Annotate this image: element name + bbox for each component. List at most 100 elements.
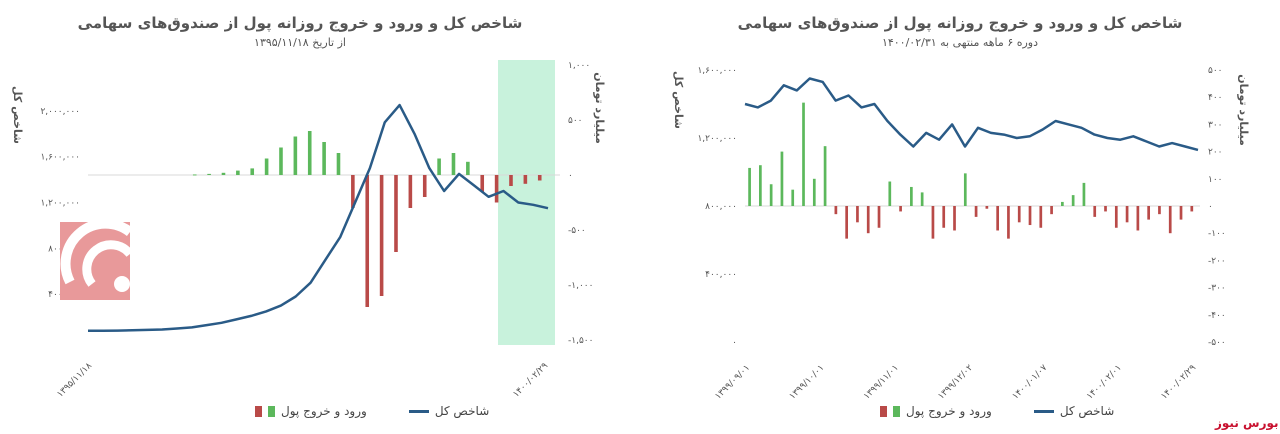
flow-bar xyxy=(422,175,427,197)
x-tick-label: ۱۴۰۰/۰۱/۰۷ xyxy=(1011,363,1050,402)
chart-title: شاخص کل و ورود و خروج روزانه پول از صندو… xyxy=(77,14,523,32)
flow-bar xyxy=(920,192,924,206)
flow-bar xyxy=(379,175,384,296)
index-line xyxy=(88,103,549,333)
legend-outflow-swatch xyxy=(880,405,887,417)
y2-tick-label: ۰ xyxy=(1208,202,1213,212)
flow-bar xyxy=(812,178,816,206)
flow-bar xyxy=(996,206,1000,231)
y2-tick-label: ۴۰۰ xyxy=(1208,93,1223,103)
y2-tick-label: -۱,۰۰۰ xyxy=(568,281,593,291)
y-tick-label: ۰ xyxy=(732,338,737,348)
flow-bar xyxy=(899,206,902,212)
flow-bar xyxy=(250,168,255,175)
y2-tick-label: ۰ xyxy=(568,171,573,181)
legend-inflow-swatch xyxy=(893,405,900,417)
flow-bar xyxy=(888,181,892,206)
y-tick-label: ۱,۲۰۰,۰۰۰ xyxy=(40,199,80,209)
flow-bar xyxy=(322,142,326,175)
y-tick-label: ۱,۲۰۰,۰۰۰ xyxy=(697,134,737,144)
flow-bar xyxy=(769,184,773,206)
flow-bar xyxy=(1082,182,1086,206)
y2-tick-label: -۴۰۰ xyxy=(1208,311,1226,321)
flow-bar xyxy=(877,206,881,228)
y2-tick-label: ۳۰۰ xyxy=(1208,120,1223,130)
flow-bar xyxy=(791,189,795,206)
chart-right: شاخص کل و ورود و خروج روزانه پول از صندو… xyxy=(640,0,1280,434)
flow-bar xyxy=(307,131,312,175)
y2-tick-label: -۲۰۰ xyxy=(1208,256,1226,266)
chart-left-plot: ۴۰۰,۰۰۰۸۰۰,۰۰۰۱,۲۰۰,۰۰۰۱,۶۰۰,۰۰۰۲,۰۰۰,۰۰… xyxy=(11,60,606,400)
y2-tick-label: -۱۰۰ xyxy=(1208,229,1226,239)
bourse-news-logo xyxy=(60,218,134,300)
flow-bar xyxy=(279,147,283,175)
y-tick-label: ۸۰۰,۰۰۰ xyxy=(705,202,737,212)
flow-bar xyxy=(1190,206,1194,212)
index-line xyxy=(744,77,1199,152)
chart-subtitle: دوره ۶ ماهه منتهی به ۱۴۰۰/۰۲/۳۱ xyxy=(881,36,1039,49)
y-tick-label: ۱,۶۰۰,۰۰۰ xyxy=(40,153,80,163)
flow-bar xyxy=(802,102,805,206)
flow-bar xyxy=(1050,206,1053,215)
y-tick-label: ۲,۰۰۰,۰۰۰ xyxy=(40,107,80,117)
flow-bar xyxy=(207,173,211,175)
flow-bar xyxy=(1147,206,1151,220)
y2-tick-label: -۳۰۰ xyxy=(1208,284,1226,294)
flow-bar xyxy=(192,174,197,176)
flow-bar xyxy=(953,206,956,231)
y-tick-label: ۱,۶۰۰,۰۰۰ xyxy=(697,66,737,76)
flow-bar xyxy=(985,206,989,209)
flow-bar xyxy=(509,175,513,186)
flow-bar xyxy=(408,175,413,208)
legend-flows-label: ورود و خروج پول xyxy=(906,404,992,418)
flow-bar xyxy=(1114,206,1118,228)
y2-tick-label: -۱,۵۰۰ xyxy=(568,336,593,346)
y2-tick-label: -۵۰۰ xyxy=(1208,338,1226,348)
flow-bar xyxy=(759,165,762,206)
y2-tick-label: ۱,۰۰۰ xyxy=(568,61,590,71)
flow-bar xyxy=(1125,206,1129,223)
flow-bar xyxy=(466,161,470,175)
flow-bar xyxy=(394,175,398,252)
legend-index-label: شاخص کل xyxy=(434,404,490,418)
x-tick-label: ۱۳۹۹/۱۰/۰۱ xyxy=(788,363,827,402)
x-tick-label: ۱۴۰۰/۰۲/۲۹ xyxy=(511,361,550,400)
flow-bar xyxy=(931,206,935,239)
legend-index-swatch xyxy=(1033,409,1054,413)
flow-bar xyxy=(1028,206,1032,226)
flow-bar xyxy=(823,146,827,206)
flow-bar xyxy=(942,206,946,228)
x-tick-label: ۱۳۹۹/۱۲/۰۲ xyxy=(936,363,975,402)
legend-index-label: شاخص کل xyxy=(1059,404,1115,418)
y2-tick-label: ۲۰۰ xyxy=(1208,148,1223,158)
x-tick-label: ۱۴۰۰/۰۲/۰۱ xyxy=(1085,363,1124,402)
x-tick-label: ۱۴۰۰/۰۲/۲۹ xyxy=(1159,363,1198,402)
flow-bar xyxy=(1071,195,1075,206)
y2-axis-label: میلیارد تومان xyxy=(593,72,606,144)
flow-bar xyxy=(1168,206,1172,234)
flow-bar xyxy=(365,175,370,307)
y2-tick-label: ۱۰۰ xyxy=(1208,175,1223,185)
legend-inflow-swatch xyxy=(268,405,275,417)
legend-flows-label: ورود و خروج پول xyxy=(281,404,367,418)
x-tick-label: ۱۳۹۹/۰۹/۰۱ xyxy=(713,363,752,402)
y-axis-label: شاخص کل xyxy=(672,71,685,129)
flow-bar xyxy=(236,170,240,175)
flow-bar xyxy=(1104,206,1107,212)
flow-bar xyxy=(1136,206,1140,231)
y2-axis-label: میلیارد تومان xyxy=(1237,74,1250,146)
y-tick-label: ۴۰۰,۰۰۰ xyxy=(705,270,737,280)
flow-bar xyxy=(834,206,838,215)
flow-bar xyxy=(264,158,269,175)
y2-tick-label: ۵۰۰ xyxy=(1208,66,1223,76)
flow-bar xyxy=(1093,206,1097,217)
x-tick-label: ۱۳۹۹/۱۱/۰۱ xyxy=(862,363,901,402)
flow-bar xyxy=(974,206,978,217)
flow-bar xyxy=(480,175,485,192)
chart-left: شاخص کل و ورود و خروج روزانه پول از صندو… xyxy=(0,0,606,434)
flow-bar xyxy=(963,173,967,206)
flow-bar xyxy=(748,167,751,206)
flow-bar xyxy=(1179,206,1183,220)
flow-bar xyxy=(494,175,499,203)
flow-bar xyxy=(537,175,542,181)
